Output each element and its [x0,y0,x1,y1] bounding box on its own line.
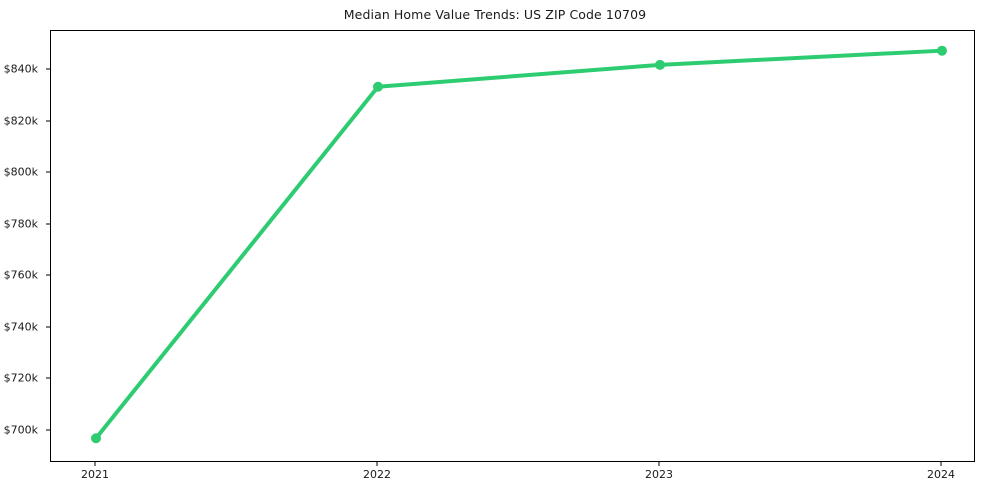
y-axis-tick-label: $700k [3,423,38,436]
y-axis-tick-mark [46,68,50,70]
y-axis-tick-label: $800k [3,165,38,179]
y-axis-tick-mark [46,223,50,224]
data-point-2022 [373,81,383,92]
series-line-median-home-value [94,48,944,441]
x-axis-tick-label: 2023 [645,468,673,481]
series-markers [91,45,947,444]
data-point-2023 [655,59,665,70]
y-axis-tick-mark [46,429,50,430]
y-axis-tick-label: $760k [3,268,38,282]
data-point-2024 [937,45,947,56]
y-axis-tick-mark [46,377,50,379]
y-axis-tick-label: $740k [3,320,38,333]
plot-area [50,30,975,462]
y-axis-tick-mark [46,326,50,327]
x-axis-tick-label: 2021 [81,468,109,481]
y-axis: $840k $820k $800k $780k $760k $740k $720… [0,0,50,490]
y-axis-tick-mark [46,171,50,173]
y-axis-tick-label: $840k [3,62,38,76]
y-axis-tick-label: $780k [3,217,38,230]
chart-title: Median Home Value Trends: US ZIP Code 10… [343,7,647,22]
x-axis-tick-label: 2022 [363,468,391,481]
data-point-2021 [91,433,101,444]
y-axis-tick-mark [46,274,50,276]
x-axis-tick-mark [658,462,660,466]
x-axis-tick-mark [940,462,942,466]
y-axis-tick-label: $820k [3,114,38,127]
y-axis-tick-label: $720k [3,371,38,385]
x-axis-tick-mark [376,462,378,466]
x-axis-tick-label: 2024 [927,468,955,481]
x-axis-tick-mark [94,462,96,466]
line-chart-svg [91,45,947,444]
y-axis-tick-mark [46,120,50,121]
